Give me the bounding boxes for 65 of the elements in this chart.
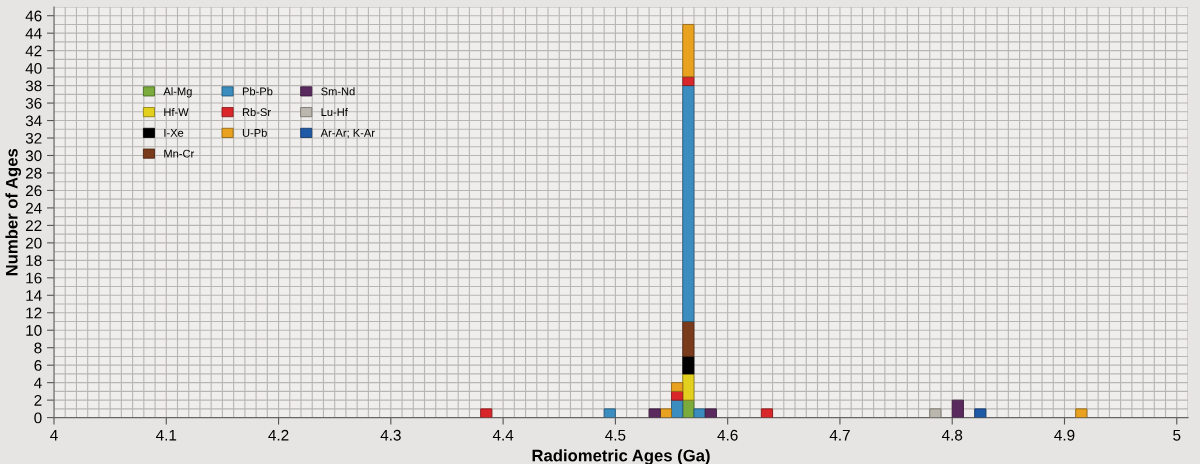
legend-label: Sm-Nd (321, 87, 355, 96)
bar (1075, 408, 1088, 418)
bar (682, 373, 695, 401)
y-tick-label: 42 (25, 45, 42, 57)
legend-label: I-Xe (164, 129, 184, 137)
x-tick-label: 4.7 (829, 429, 850, 441)
x-tick-label: 5 (1173, 429, 1181, 441)
legend-label: Pb-Pb (242, 87, 273, 96)
x-tick-label: 4.8 (941, 429, 963, 441)
x-tick-label: 4.9 (1054, 429, 1075, 441)
y-tick-label: 2 (34, 394, 42, 406)
x-tick-label: 4.3 (380, 429, 401, 441)
y-tick-label: 34 (25, 115, 42, 127)
y-tick-label: 20 (25, 237, 42, 249)
bar (974, 408, 987, 418)
bar (659, 408, 672, 418)
bar (951, 399, 964, 418)
y-tick-label: 6 (34, 360, 42, 371)
y-tick-label: 24 (25, 202, 42, 214)
y-tick-label: 16 (26, 272, 42, 284)
bar (603, 408, 616, 418)
y-axis-title: Number of Ages (5, 148, 22, 276)
bar (682, 76, 695, 87)
legend-label: Rb-Sr (242, 107, 271, 117)
y-tick-label: 46 (25, 10, 42, 22)
bar (480, 408, 493, 418)
x-tick-label: 4 (50, 429, 58, 441)
x-tick-label: 4.2 (268, 429, 289, 441)
bar (693, 408, 706, 418)
legend-label: Ar-Ar; K-Ar (320, 129, 375, 139)
y-tick-label: 36 (25, 97, 42, 109)
legend-label: Hf-W (164, 107, 189, 116)
bar (760, 408, 773, 418)
bar (682, 356, 695, 375)
bar (682, 24, 695, 78)
legend-label: Mn-Cr (164, 149, 195, 158)
y-tick-label: 26 (25, 185, 42, 197)
x-tick-label: 4.5 (605, 429, 626, 441)
y-tick-label: 12 (26, 307, 42, 319)
y-tick-label: 0 (34, 412, 42, 424)
bar (648, 408, 661, 418)
y-tick-label: 22 (25, 220, 42, 231)
legend-label: Lu-Hf (321, 107, 348, 117)
y-tick-label: 30 (25, 150, 42, 162)
y-tick-label: 14 (26, 290, 42, 301)
y-tick-label: 32 (25, 132, 42, 144)
bar (682, 85, 695, 322)
y-tick-label: 44 (25, 28, 42, 39)
y-tick-label: 8 (34, 342, 42, 354)
bar (704, 408, 717, 418)
x-axis-title: Radiometric Ages (Ga) (532, 449, 710, 464)
x-tick-label: 4.6 (717, 429, 738, 441)
bar (671, 382, 684, 392)
bar (682, 321, 695, 357)
y-tick-label: 28 (25, 167, 42, 179)
legend-label: Al-Mg (163, 87, 192, 98)
bar (671, 390, 684, 401)
legend-label: U-Pb (242, 128, 267, 137)
x-tick-label: 4.4 (492, 429, 514, 441)
y-tick-label: 18 (26, 255, 42, 267)
x-tick-label: 4.1 (156, 429, 177, 441)
y-tick-label: 40 (25, 62, 42, 74)
y-tick-label: 10 (26, 325, 42, 336)
y-tick-label: 38 (25, 80, 42, 92)
y-tick-label: 4 (34, 377, 42, 389)
